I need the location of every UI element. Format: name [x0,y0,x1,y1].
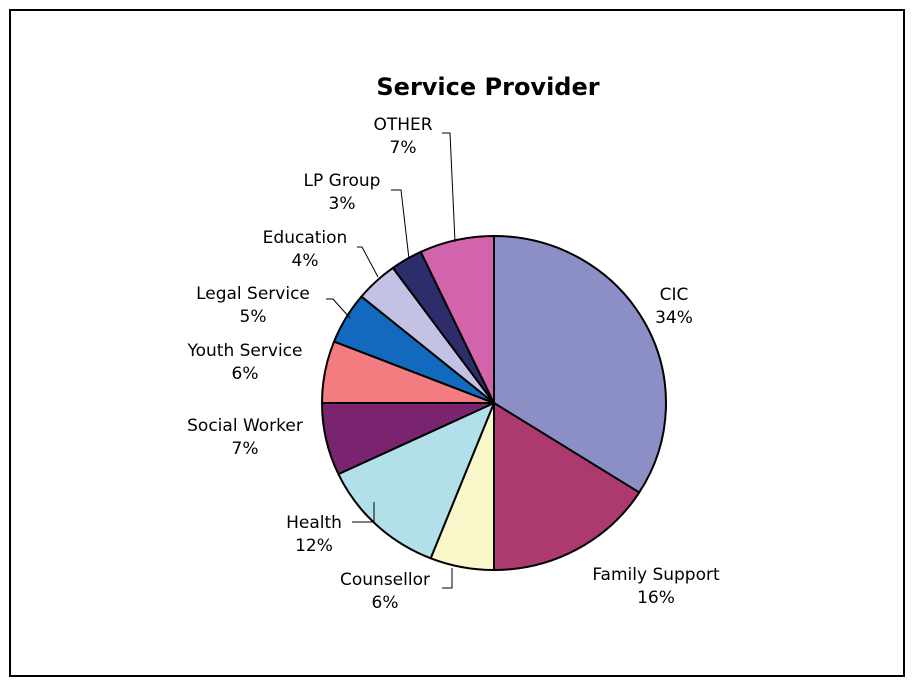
slice-label-lp-group: LP Group [304,171,381,191]
leader-line-education [357,247,378,277]
slice-percent-youth-service: 6% [232,364,259,384]
slice-label-youth-service: Youth Service [187,341,303,361]
chart-title: Service Provider [376,73,599,101]
slice-label-health: Health [286,513,342,533]
slice-percent-cic: 34% [655,308,693,328]
slice-percent-counsellor: 6% [372,593,399,613]
slice-label-counsellor: Counsellor [340,570,430,590]
leader-line-other [442,133,455,242]
slice-label-family-support: Family Support [592,565,720,585]
slice-percent-health: 12% [295,536,333,556]
leader-line-legal-service [326,299,350,318]
slice-percent-lp-group: 3% [329,194,356,214]
leader-line-lp-group [391,190,409,259]
slice-label-social-worker: Social Worker [187,416,303,436]
slice-percent-legal-service: 5% [240,307,267,327]
slice-label-education: Education [263,228,348,248]
leader-line-counsellor [442,568,452,588]
slice-percent-social-worker: 7% [232,439,259,459]
slice-percent-education: 4% [292,251,319,271]
slice-label-other: OTHER [373,115,432,135]
slice-percent-family-support: 16% [637,588,675,608]
slice-percent-other: 7% [390,138,417,158]
slice-label-legal-service: Legal Service [196,284,310,304]
slice-label-cic: CIC [660,285,689,305]
